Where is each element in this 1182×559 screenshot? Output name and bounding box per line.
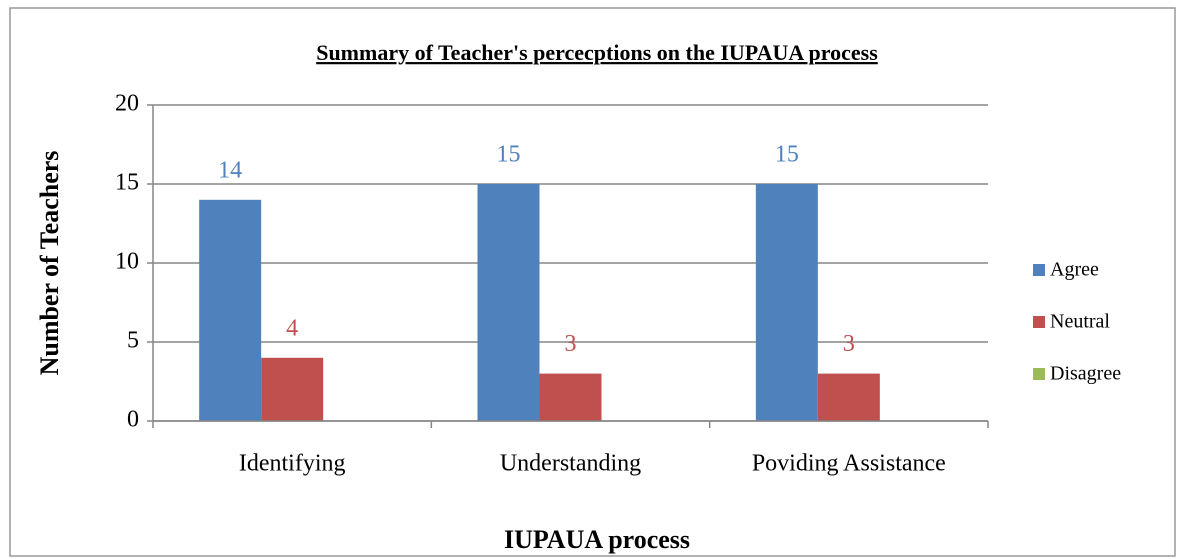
bar [539,373,602,421]
data-label: 3 [843,331,855,357]
x-tick-label: Understanding [500,451,641,477]
bar [477,184,540,421]
data-label: 15 [775,142,799,168]
x-tick-label: Identifying [239,451,346,477]
bar [199,199,262,421]
legend-swatch [1033,316,1045,328]
y-tick-label: 5 [127,328,139,354]
legend-swatch [1033,368,1045,380]
data-label: 15 [497,142,521,168]
bar [755,184,818,421]
legend-label: Neutral [1050,311,1110,333]
bar [817,373,880,421]
chart-title: Summary of Teacher's percecptions on the… [316,40,878,65]
legend-label: Agree [1050,259,1099,281]
x-tick-label: Poviding Assistance [752,451,946,477]
bar [261,357,324,421]
legend-swatch [1033,264,1045,276]
y-tick-label: 15 [115,170,139,196]
data-label: 4 [286,315,298,341]
data-label: 3 [565,331,577,357]
legend-label: Disagree [1050,363,1121,385]
x-axis-label: IUPAUA process [504,525,690,554]
y-tick-label: 10 [115,249,139,275]
y-tick-label: 0 [127,407,139,433]
y-tick-label: 20 [115,91,139,117]
data-label: 14 [218,157,242,183]
y-axis-label: Number of Teachers [35,151,64,376]
